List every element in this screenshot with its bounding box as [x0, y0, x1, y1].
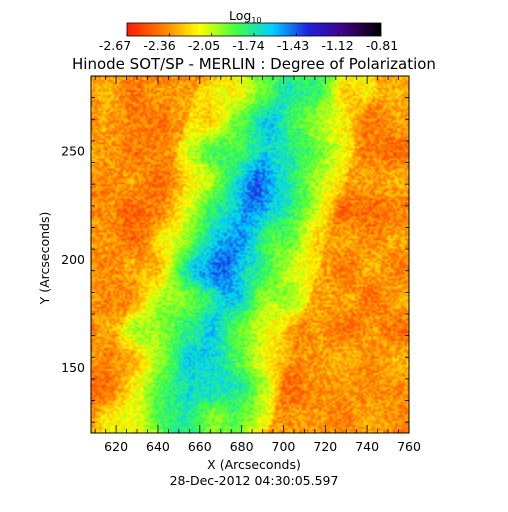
colorbar-label-main: Log [229, 8, 251, 23]
colorbar-tick-label: -1.43 [277, 38, 309, 53]
heatmap-image [91, 76, 409, 433]
x-tick-label: 660 [188, 439, 212, 454]
colorbar-tick-label: -2.36 [143, 38, 175, 53]
x-axis: 620 640 660 680 700 720 740 760 [94, 76, 421, 454]
y-tick-label: 250 [61, 144, 85, 159]
chart-title: Hinode SOT/SP - MERLIN : Degree of Polar… [72, 55, 436, 73]
plot-frame [90, 75, 410, 434]
x-tick-label: 700 [272, 439, 296, 454]
timestamp: 28-Dec-2012 04:30:05.597 [170, 473, 339, 488]
colorbar-tick-label: -2.05 [188, 38, 220, 53]
y-axis: 150 200 250 [61, 75, 409, 423]
y-tick-label: 150 [61, 360, 85, 375]
x-tick-label: 760 [397, 439, 421, 454]
x-tick-label: 620 [104, 439, 128, 454]
x-tick-label: 680 [230, 439, 254, 454]
colorbar-tick-label: -1.12 [321, 38, 353, 53]
x-axis-label: X (Arcseconds) [207, 457, 301, 472]
x-tick-label: 740 [355, 439, 379, 454]
x-tick-label: 720 [313, 439, 337, 454]
y-axis-label: Y (Arcseconds) [37, 212, 52, 306]
colorbar-tick-label: -2.67 [99, 38, 131, 53]
colorbar-tick-label: -1.74 [232, 38, 264, 53]
colorbar-ticks: -2.67 -2.36 -2.05 -1.74 -1.43 -1.12 -0.81 [99, 33, 398, 53]
y-tick-label: 200 [61, 252, 85, 267]
colorbar-label: Log10 [229, 8, 262, 25]
colorbar-tick-label: -0.81 [366, 38, 398, 53]
colorbar-label-sub: 10 [251, 16, 261, 25]
heatmap [91, 76, 409, 433]
x-tick-label: 640 [146, 439, 170, 454]
